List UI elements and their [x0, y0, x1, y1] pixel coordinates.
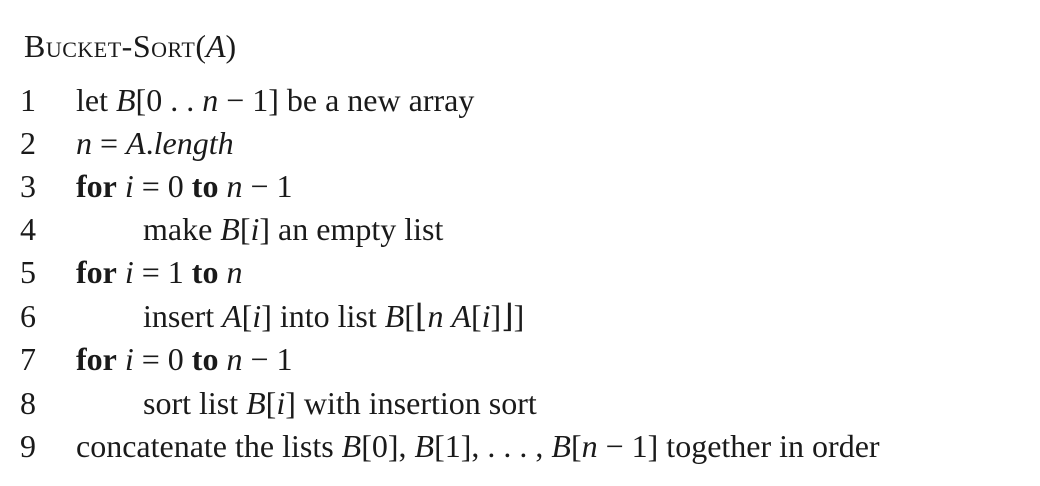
line-number: 2 — [20, 125, 36, 161]
line-code: n = A.length — [76, 125, 234, 161]
text-ellipsis: . . . , — [487, 428, 544, 464]
line-number: 8 — [20, 385, 36, 421]
line-code: for i = 0 to n − 1 — [76, 341, 293, 377]
code-line-7: 7 for i = 0 to n − 1 — [0, 337, 1040, 381]
line-number: 3 — [20, 168, 36, 204]
line-number: 1 — [20, 82, 36, 118]
code-line-6: 6 insert A[i] into list B[⌊n A[i]⌋] — [0, 294, 1040, 338]
line-code: sort list B[i] with insertion sort — [143, 385, 537, 421]
code-line-4: 4 make B[i] an empty list — [0, 207, 1040, 251]
text-sort-list: sort list — [143, 385, 239, 421]
text-empty-list: an empty list — [278, 211, 444, 247]
line-code: make B[i] an empty list — [143, 211, 444, 247]
text-make: make — [143, 211, 213, 247]
code-line-3: 3 for i = 0 to n − 1 — [0, 164, 1040, 208]
code-line-2: 2 n = A.length — [0, 121, 1040, 165]
keyword-for: for — [76, 254, 117, 290]
line-code: for i = 1 to n — [76, 254, 243, 290]
keyword-let: let — [76, 82, 108, 118]
keyword-to: to — [191, 168, 219, 204]
text-insert: insert — [143, 298, 215, 334]
code-line-8: 8 sort list B[i] with insertion sort — [0, 381, 1040, 425]
line-code: let B[0 . . n − 1] be a new array — [76, 82, 475, 118]
text-length: length — [153, 125, 234, 161]
line-code: insert A[i] into list B[⌊n A[i]⌋] — [143, 298, 525, 334]
text-concatenate: concatenate the lists — [76, 428, 334, 464]
text-together: together in order — [666, 428, 880, 464]
line-number: 7 — [20, 341, 36, 377]
line-number: 5 — [20, 254, 36, 290]
line-code: for i = 0 to n − 1 — [76, 168, 293, 204]
code-line-1: 1 let B[0 . . n − 1] be a new array — [0, 78, 1040, 122]
keyword-for: for — [76, 168, 117, 204]
algorithm-title: Bucket-Sort(A) — [24, 28, 237, 64]
algorithm-param: A — [205, 28, 226, 64]
code-line-5: 5 for i = 1 to n — [0, 250, 1040, 294]
text-with-insertion-sort: with insertion sort — [303, 385, 537, 421]
line-number: 6 — [20, 298, 36, 334]
keyword-for: for — [76, 341, 117, 377]
code-line-9: 9 concatenate the lists B[0], B[1], . . … — [0, 424, 1040, 468]
line-number: 4 — [20, 211, 36, 247]
line-number: 9 — [20, 428, 36, 464]
keyword-to: to — [191, 254, 219, 290]
algorithm-name: Bucket-Sort — [24, 28, 196, 64]
text-into-list: into list — [279, 298, 377, 334]
keyword-to: to — [191, 341, 219, 377]
line-code: concatenate the lists B[0], B[1], . . . … — [76, 428, 880, 464]
text-be-new-array: be a new array — [286, 82, 475, 118]
